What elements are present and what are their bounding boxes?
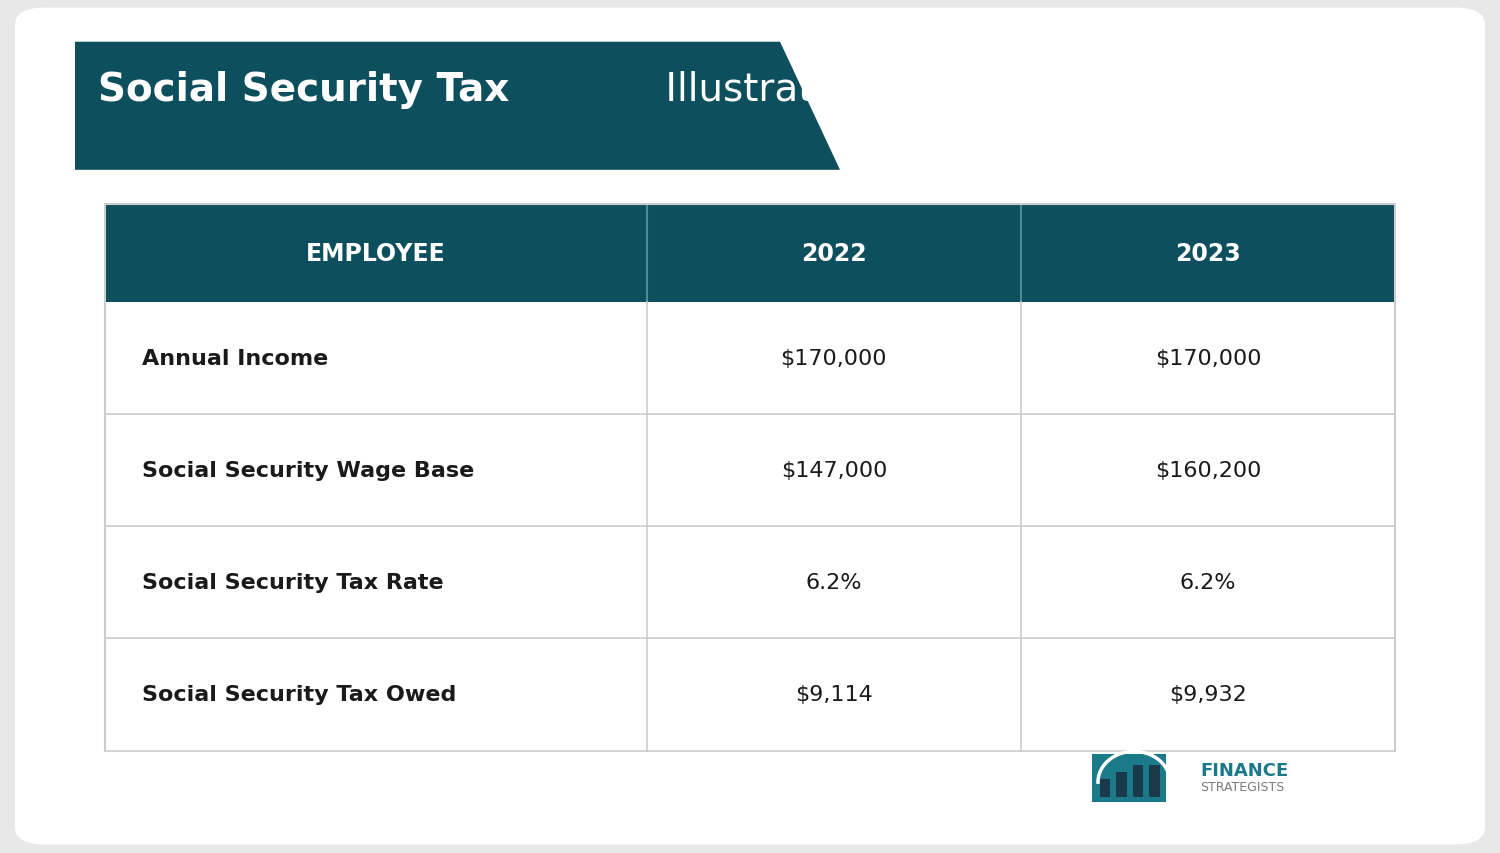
Text: Illustration: Illustration (654, 71, 873, 108)
Text: 6.2%: 6.2% (806, 572, 862, 593)
Text: Social Security Tax Owed: Social Security Tax Owed (142, 685, 458, 705)
Text: $9,114: $9,114 (795, 685, 873, 705)
FancyBboxPatch shape (105, 527, 1395, 639)
FancyBboxPatch shape (1092, 754, 1167, 802)
FancyBboxPatch shape (1116, 772, 1126, 798)
FancyBboxPatch shape (105, 415, 1395, 526)
Text: 2022: 2022 (801, 241, 867, 266)
Text: $9,932: $9,932 (1168, 685, 1246, 705)
Text: 6.2%: 6.2% (1179, 572, 1236, 593)
Text: 2023: 2023 (1174, 241, 1240, 266)
FancyBboxPatch shape (105, 303, 1395, 415)
Text: $160,200: $160,200 (1155, 461, 1262, 481)
Text: FINANCE: FINANCE (1200, 761, 1288, 780)
Text: $170,000: $170,000 (1155, 349, 1262, 368)
FancyBboxPatch shape (1149, 765, 1160, 798)
Text: $170,000: $170,000 (780, 349, 886, 368)
Text: Social Security Wage Base: Social Security Wage Base (142, 461, 474, 481)
Text: Annual Income: Annual Income (142, 349, 328, 368)
FancyBboxPatch shape (1100, 779, 1110, 798)
Text: Social Security Tax: Social Security Tax (98, 71, 509, 108)
Text: STRATEGISTS: STRATEGISTS (1200, 780, 1284, 793)
FancyBboxPatch shape (1132, 765, 1143, 798)
FancyBboxPatch shape (105, 639, 1395, 751)
Polygon shape (75, 43, 840, 171)
FancyBboxPatch shape (105, 205, 1395, 303)
Text: EMPLOYEE: EMPLOYEE (306, 241, 446, 266)
FancyBboxPatch shape (15, 9, 1485, 844)
Text: Social Security Tax Rate: Social Security Tax Rate (142, 572, 444, 593)
Text: $147,000: $147,000 (780, 461, 886, 481)
